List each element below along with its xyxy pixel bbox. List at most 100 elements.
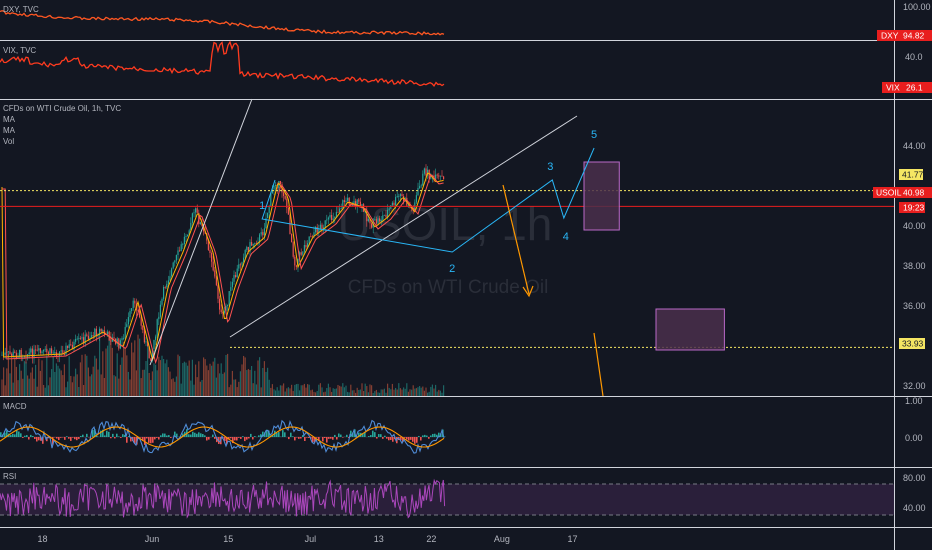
macd-histogram-bar: [326, 437, 328, 443]
candle-body: [438, 175, 440, 177]
time-tick-17: 17: [567, 534, 577, 544]
volume-bar: [403, 387, 405, 396]
macd-histogram-bar: [140, 437, 142, 438]
macd-histogram-bar: [272, 435, 274, 437]
volume-bar: [316, 390, 318, 396]
candle-body: [167, 280, 169, 284]
macd-histogram-bar: [258, 435, 260, 437]
rsi-tick-80: 80.00: [903, 473, 926, 483]
macd-histogram-bar: [348, 437, 350, 438]
volume-bar: [179, 356, 181, 396]
candle-body: [303, 245, 305, 252]
volume-bar: [404, 388, 406, 396]
candle-body: [332, 218, 334, 220]
volume-bar: [430, 386, 432, 396]
candle-body: [359, 201, 361, 207]
volume-bar: [214, 357, 216, 396]
candle-body: [89, 337, 91, 340]
wave-label-2: 2: [449, 263, 455, 275]
macd-histogram-bar: [82, 434, 84, 437]
candle-body: [54, 352, 56, 354]
volume-bar: [105, 348, 107, 396]
macd-histogram-bar: [322, 437, 324, 442]
candle-body: [319, 224, 321, 230]
candle-body: [427, 169, 429, 176]
vix-pane[interactable]: VIX, TVC 40.0 VIX 26.1: [0, 40, 932, 93]
candle-body: [153, 339, 155, 350]
macd-histogram-bar: [36, 437, 38, 442]
rsi-pane[interactable]: RSI 80.00 40.00: [0, 472, 926, 519]
candle-body: [81, 337, 83, 339]
candle-body: [195, 208, 197, 213]
volume-bar: [239, 371, 241, 396]
macd-histogram-bar: [160, 435, 162, 437]
macd-histogram-bar: [110, 437, 112, 439]
volume-bar: [382, 389, 384, 396]
candle-body: [311, 236, 313, 238]
dxy-series-line: [0, 10, 445, 36]
volume-bar: [343, 387, 345, 396]
volume-bar: [331, 391, 333, 396]
dxy-pane[interactable]: DXY, TVC 100.00 DXY 94.82: [0, 2, 932, 41]
volume-bar: [28, 378, 30, 396]
candle-body: [75, 339, 77, 342]
time-axis[interactable]: 18 Jun 15 Jul 13 22 Aug 17: [38, 534, 578, 544]
volume-bar: [7, 354, 9, 396]
candle-body: [241, 262, 243, 265]
volume-bar: [36, 386, 38, 396]
volume-bar: [278, 390, 280, 396]
vix-series-line: [0, 40, 445, 87]
candle-body: [70, 344, 72, 346]
macd-histogram-bar: [120, 437, 122, 438]
usoil-badge-value: 40.98: [903, 188, 925, 198]
volume-bar: [6, 368, 8, 396]
candle-body: [286, 198, 288, 208]
volume-bar: [116, 353, 118, 396]
macd-signal-line: [0, 426, 445, 448]
volume-bar: [435, 384, 437, 396]
candle-body: [163, 287, 165, 299]
moving-average-1-line: [1, 172, 444, 361]
macd-histogram-bar: [278, 432, 280, 437]
volume-bar: [279, 385, 281, 396]
candle-body: [238, 264, 240, 269]
candle-body: [278, 181, 280, 189]
candle-body: [79, 337, 81, 339]
volume-bar: [25, 361, 27, 396]
candle-body: [254, 243, 256, 245]
macd-histogram-bar: [420, 437, 422, 441]
macd-histogram-bar: [144, 437, 146, 445]
volume-bar: [39, 370, 41, 396]
candle-body: [273, 185, 275, 190]
macd-histogram-bar: [52, 437, 54, 445]
candle-body: [207, 240, 209, 250]
candle-body: [244, 250, 246, 258]
candle-body: [33, 349, 35, 359]
volume-bar: [1, 379, 3, 396]
volume-bar: [438, 389, 440, 396]
candle-body: [337, 211, 339, 213]
candle-body: [188, 230, 190, 235]
macd-histogram-bar: [102, 429, 104, 437]
candle-body: [358, 199, 360, 202]
macd-pane[interactable]: MACD 1.00 0.00: [0, 396, 923, 454]
candle-body: [164, 287, 166, 288]
macd-histogram-bar: [214, 437, 216, 439]
volume-bar: [132, 352, 134, 396]
target-zones: [583, 161, 725, 351]
candle-body: [78, 337, 80, 339]
volume-bar: [385, 392, 387, 396]
volume-bar: [287, 387, 289, 396]
macd-histogram-bar: [376, 437, 378, 439]
volume-bar: [76, 374, 78, 396]
candle-body: [84, 334, 86, 344]
volume-bar: [324, 391, 326, 396]
candle-body: [140, 317, 142, 326]
candle-body: [267, 212, 269, 219]
candle-body: [259, 234, 261, 243]
candle-body: [260, 232, 262, 235]
wave-label-5: 5: [591, 129, 597, 141]
candle-body: [166, 283, 168, 288]
